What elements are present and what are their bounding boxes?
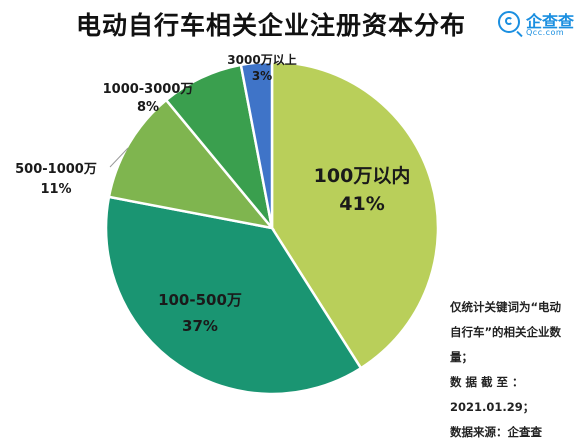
footnote-line: 仅统计关键词为“电动: [450, 300, 562, 314]
footnote: 仅统计关键词为“电动 自行车”的相关企业数 量； 数 据 截 至 ： 2021.…: [450, 295, 582, 445]
pie-slice: [107, 98, 276, 230]
footnote-line: 量；: [450, 350, 473, 364]
slice-label: 100-500万: [158, 291, 242, 309]
footnote-line: 2021.01.29；: [450, 400, 535, 414]
qcc-logo-icon: [498, 11, 520, 33]
slice-value-label: 3%: [252, 69, 272, 83]
slice-label: 500-1000万: [15, 162, 97, 177]
page-title: 电动自行车相关企业注册资本分布: [76, 11, 467, 40]
footnote-line: 数 据 截 至 ：: [450, 375, 524, 389]
brand-name: 企查查: [526, 12, 575, 31]
footnote-line: 自行车”的相关企业数: [450, 325, 562, 339]
footnote-line: 数据来源：企查查: [450, 425, 542, 439]
slice-value-label: 41%: [339, 193, 384, 215]
brand-url: Qcc.com: [526, 28, 565, 37]
pie-slice: [239, 60, 274, 229]
slice-value-label: 37%: [182, 317, 218, 335]
slice-label: 1000-3000万: [103, 82, 194, 97]
pie-slice: [104, 195, 363, 396]
slice-label: 3000万以上: [227, 52, 296, 67]
slice-label: 100万以内: [314, 164, 411, 187]
leader-line: [109, 147, 129, 168]
slice-value-label: 8%: [137, 100, 159, 115]
slice-value-label: 11%: [40, 182, 71, 197]
brand-logo: 企查查 Qcc.com: [498, 8, 582, 40]
